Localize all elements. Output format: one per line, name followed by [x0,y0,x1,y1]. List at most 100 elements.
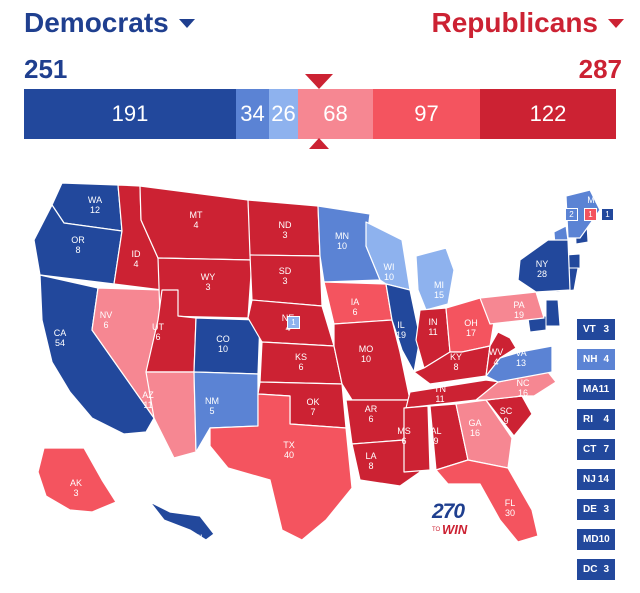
state-abbr-label: IL [397,320,405,330]
state-ms[interactable]: MS6 [397,405,431,473]
state-shape-ms[interactable] [403,405,431,473]
state-shape-az[interactable] [145,371,197,459]
maine-district-mid[interactable]: 1 [584,208,597,221]
state-shape-me[interactable] [565,189,601,239]
state-abbr-label: SC [500,406,513,416]
small-state-ri[interactable]: RI 4 [576,408,616,431]
state-votes-label: 6 [401,436,406,446]
state-abbr-label: VA [515,348,526,358]
small-state-de[interactable]: DE 3 [576,498,616,521]
state-abbr-label: OK [306,397,319,407]
small-state-nj[interactable]: NJ 14 [576,468,616,491]
state-abbr-label: UT [152,322,164,332]
state-votes-label: 13 [516,358,526,368]
state-votes-label: 19 [396,330,406,340]
state-ks[interactable]: KS6 [259,341,343,385]
state-shape-wv[interactable] [485,331,517,377]
state-abbr-label: LA [365,451,376,461]
state-votes-label: 12 [90,205,100,215]
state-abbr-label: MS [397,426,411,436]
state-shape-ak[interactable] [37,447,117,513]
state-shape-hi[interactable] [149,501,215,541]
state-abbr-label: MI [434,280,444,290]
state-abbr-label: WV [489,347,504,357]
small-state-abbr: RI [583,414,593,425]
state-votes-label: 10 [218,344,228,354]
state-abbr-label: IN [429,317,438,327]
state-me[interactable]: ME [565,189,601,239]
state-shape-ar[interactable] [345,399,411,445]
state-shape-ny[interactable] [517,239,571,293]
logo-win: WIN [442,522,468,537]
state-abbr-label: WI [384,262,395,272]
small-state-votes: 4 [603,414,609,425]
small-state-abbr: VT [583,324,596,335]
state-la[interactable]: LA8 [351,439,421,487]
logo-number: 270 [432,500,465,523]
state-shape-ky[interactable] [413,345,491,385]
maine-district-left[interactable]: 2 [565,208,578,221]
state-wv[interactable]: WV4 [485,331,517,377]
state-votes-label: 3 [282,230,287,240]
state-votes-label: 6 [298,362,303,372]
state-votes-label: 54 [55,338,65,348]
small-state-shape [545,299,561,327]
state-votes-label: 4 [493,357,498,367]
small-state-nh[interactable]: NH 4 [576,348,616,371]
state-votes-label: 9 [503,416,508,426]
state-votes-label: 9 [433,436,438,446]
state-ia[interactable]: IA6 [323,281,393,325]
state-mt[interactable]: MT4 [139,185,253,261]
state-votes-label: 7 [310,407,315,417]
republicans-dropdown[interactable]: Republicans [432,6,624,40]
state-ak[interactable]: AK3 [37,447,117,513]
state-abbr-label: KY [450,352,462,362]
state-votes-label: 4 [195,543,200,553]
state-votes-label: 40 [284,450,294,460]
small-state-vt[interactable]: VT 3 [576,318,616,341]
state-ky[interactable]: KY8 [413,345,491,385]
democrats-dropdown[interactable]: Democrats [24,6,195,40]
state-shape-fl[interactable] [435,459,539,543]
state-abbr-label: FL [505,498,516,508]
bar-segment-likely-rep: 97 [373,89,480,139]
small-state-md[interactable]: MD 10 [576,528,616,551]
small-state-ct[interactable]: CT 7 [576,438,616,461]
small-state-votes: 7 [603,444,609,455]
state-votes-label: 3 [205,282,210,292]
state-votes-label: 5 [209,406,214,416]
small-state-dc[interactable]: DC 3 [576,558,616,581]
state-votes-label: 6 [368,414,373,424]
state-votes-label: 8 [453,362,458,372]
state-votes-label: 19 [514,310,524,320]
small-state-ma[interactable]: MA 11 [576,378,616,401]
state-shape-tx[interactable] [209,393,353,541]
state-hi[interactable]: HI4 [149,501,215,553]
state-votes-label: 10 [384,272,394,282]
small-state-abbr: MA [583,384,599,395]
state-ar[interactable]: AR6 [345,399,411,445]
nebraska-district[interactable]: 1 [287,316,300,329]
maine-district-right[interactable]: 1 [601,208,614,221]
state-abbr-label: CO [216,334,230,344]
state-nd[interactable]: ND3 [247,199,321,257]
small-state-abbr: NJ [583,474,596,485]
state-shape-mi[interactable] [415,247,455,311]
state-abbr-label: NC [517,378,530,388]
state-abbr-label: ME [587,195,601,205]
state-shape-ga[interactable] [455,399,513,469]
state-abbr-label: WA [88,195,102,205]
state-shape-la[interactable] [351,439,421,487]
state-sd[interactable]: SD3 [249,254,323,307]
chevron-down-icon [178,18,195,28]
small-state-votes: 3 [603,564,609,575]
state-shape-pa[interactable] [479,291,545,325]
